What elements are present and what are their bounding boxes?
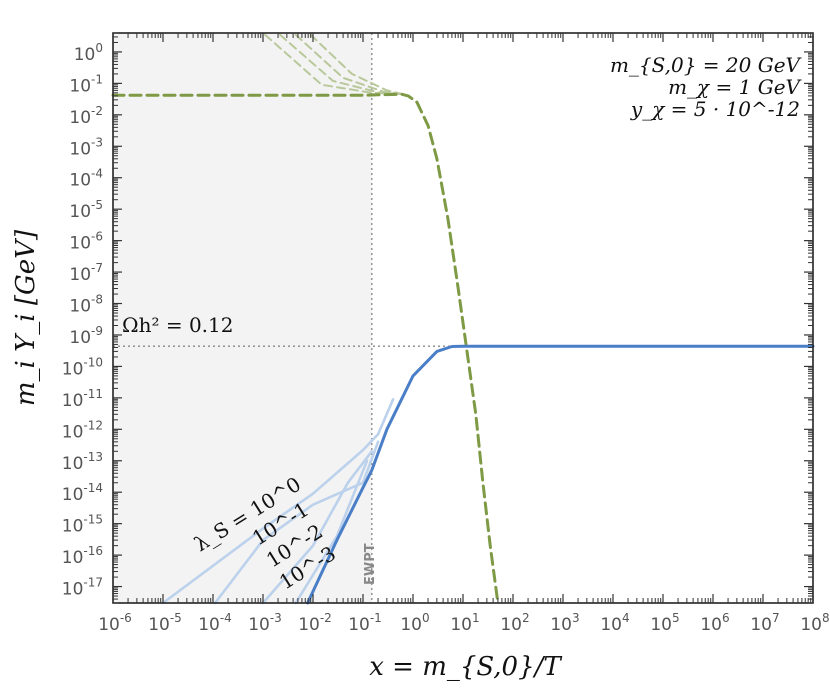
shaded-region (113, 33, 372, 603)
relic-density-label: Ωh² = 0.12 (122, 313, 233, 337)
series-layer (111, 33, 815, 605)
x-tick-label: 10-4 (198, 611, 232, 635)
y-tick-label: 100 (74, 41, 103, 65)
y-tick-label: 10-11 (62, 387, 103, 411)
y-tick-label: 10-6 (69, 230, 103, 254)
series-2-faint-green (294, 33, 403, 95)
y-tick-label: 10-1 (69, 72, 103, 96)
param-ychi: y_χ = 5 · 10^-12 (630, 97, 800, 121)
x-tick-label: 10-5 (148, 611, 182, 635)
x-tick-label: 101 (450, 611, 479, 635)
y-tick-label: 10-7 (69, 261, 103, 285)
x-tick-label: 10-6 (98, 611, 132, 635)
y-tick-label: 10-17 (62, 576, 103, 600)
series-0-dashed-green (111, 92, 500, 605)
y-tick-label: 10-2 (69, 104, 103, 128)
y-tick-label: 10-4 (69, 167, 103, 191)
x-tick-label: 104 (600, 611, 629, 635)
series-6-faint-blue (213, 440, 380, 605)
y-tick-label: 10-5 (69, 198, 103, 222)
ewpt-label: EWPT (363, 543, 378, 585)
y-tick-label: 10-9 (69, 324, 103, 348)
series-3-faint-green (279, 33, 403, 95)
x-tick-label: 10-2 (298, 611, 332, 635)
x-tick-label: 10-1 (348, 611, 382, 635)
x-axis-title: x = m_{S,0}/T (369, 652, 562, 682)
series-7-faint-blue (261, 449, 374, 605)
y-tick-label: 10-13 (62, 450, 103, 474)
param-ms0: m_{S,0} = 20 GeV (610, 53, 803, 77)
series-5-faint-blue (161, 397, 395, 605)
x-tick-label: 100 (400, 611, 429, 635)
tick-labels: 10-6 10-5 10-4 10-3 10-2 10-1 100 101 102 103 104 1… (62, 41, 830, 635)
tick-marks (112, 32, 814, 604)
y-tick-label: 10-12 (62, 418, 103, 442)
x-tick-label: 107 (750, 611, 779, 635)
y-tick-label: 10-15 (62, 513, 103, 537)
y-tick-label: 10-3 (69, 135, 103, 159)
y-axis-title: m_i Y_i [GeV] (11, 229, 41, 406)
x-tick-label: 106 (700, 611, 729, 635)
x-tick-label: 10-3 (248, 611, 282, 635)
x-tick-label: 102 (500, 611, 529, 635)
y-tick-label: 10-8 (69, 293, 103, 317)
y-tick-label: 10-10 (62, 355, 103, 379)
x-tick-label: 103 (550, 611, 579, 635)
series-8-faint-blue (294, 459, 369, 605)
x-tick-label: 108 (800, 611, 829, 635)
y-tick-label: 10-16 (62, 544, 103, 568)
param-mchi: m_χ = 1 GeV (668, 75, 802, 99)
x-tick-label: 105 (650, 611, 679, 635)
y-tick-label: 10-14 (62, 481, 103, 505)
series-9-solid-blue (306, 344, 815, 605)
shade-rect (113, 33, 372, 603)
